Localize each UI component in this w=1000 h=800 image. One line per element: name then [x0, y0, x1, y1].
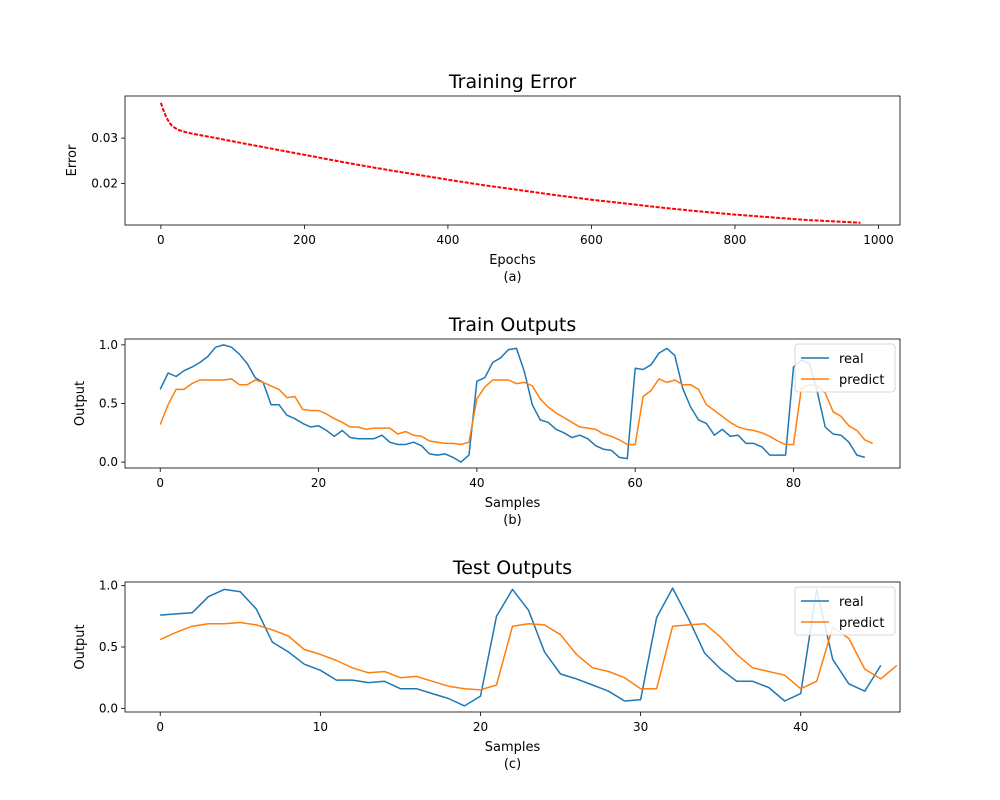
chart-title: Test Outputs [452, 557, 572, 579]
chart-title: Train Outputs [448, 314, 577, 336]
x-tick-label: 80 [786, 476, 801, 490]
x-tick-label: 0 [157, 233, 165, 247]
training-error-chart: 0 200 400 600 800 1000 0.02 0.03 Training Error E… [65, 71, 901, 285]
x-axis-label: Samples [485, 496, 541, 511]
panel-caption: (a) [503, 270, 521, 285]
plot-area [125, 339, 900, 468]
x-tick-label: 200 [293, 233, 316, 247]
y-tick-label: 0.0 [99, 455, 118, 469]
y-tick-label: 0.03 [91, 131, 118, 145]
x-tick-label: 0 [156, 720, 164, 734]
panel-caption: (b) [503, 513, 521, 528]
y-tick-label: 0.5 [99, 397, 118, 411]
x-tick-label: 30 [633, 720, 648, 734]
x-tick-label: 40 [793, 720, 808, 734]
x-axis-label: Samples [485, 740, 541, 755]
y-axis-label: Output [73, 624, 88, 669]
y-tick-label: 0.5 [99, 640, 118, 654]
series-line-real [160, 587, 882, 707]
x-tick-label: 60 [628, 476, 643, 490]
panel-caption: (c) [504, 757, 521, 772]
y-tick-label: 0.0 [99, 701, 118, 715]
y-tick-label: 1.0 [99, 579, 118, 593]
series-line-error [159, 102, 861, 224]
x-tick-label: 20 [311, 476, 326, 490]
y-tick-label: 0.02 [91, 176, 118, 190]
series-line-predict [159, 378, 874, 446]
y-axis-label: Error [65, 144, 80, 176]
chart-title: Training Error [448, 71, 577, 93]
legend: real predict [794, 586, 896, 636]
x-tick-label: 400 [436, 233, 459, 247]
plot-area [125, 582, 900, 712]
legend-box [794, 586, 896, 636]
legend-label-real: real [839, 352, 864, 367]
x-tick-label: 20 [473, 720, 488, 734]
legend-label-predict: predict [839, 373, 884, 388]
train-outputs-chart: 0 20 40 60 80 0.0 0.5 1.0 Train Outputs Samples (b… [73, 314, 901, 528]
legend-box [794, 343, 896, 393]
x-tick-label: 1000 [863, 233, 894, 247]
legend-label-predict: predict [839, 616, 884, 631]
x-tick-label: 600 [580, 233, 603, 247]
series-line-real [159, 344, 866, 463]
x-axis-label: Epochs [489, 253, 536, 268]
legend-label-real: real [839, 595, 864, 610]
axes-frame [124, 95, 901, 226]
y-tick-label: 1.0 [99, 338, 118, 352]
x-tick-label: 800 [724, 233, 747, 247]
series-line-predict [159, 621, 898, 691]
plot-area [125, 96, 900, 225]
x-tick-label: 40 [469, 476, 484, 490]
y-axis-label: Output [73, 381, 88, 426]
legend: real predict [794, 343, 896, 393]
x-tick-label: 0 [156, 476, 164, 490]
test-outputs-chart: 0 10 20 30 40 0.0 0.5 1.0 Test Outputs Samples (c)… [73, 557, 901, 772]
x-tick-label: 10 [313, 720, 328, 734]
